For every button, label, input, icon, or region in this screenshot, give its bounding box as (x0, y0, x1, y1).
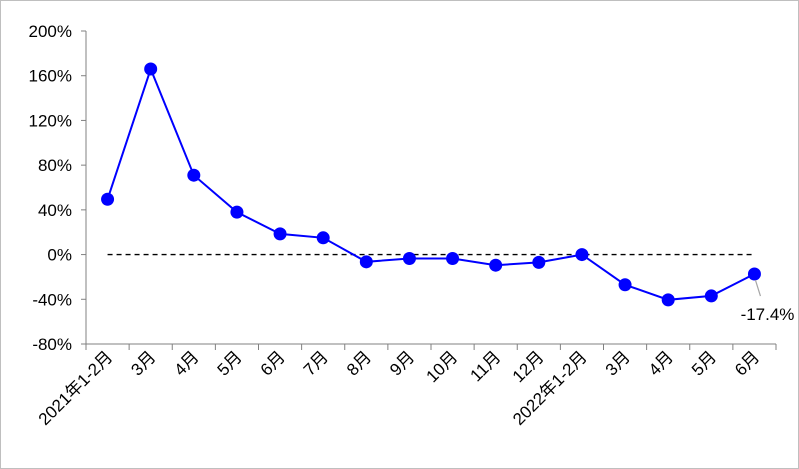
data-point (661, 293, 675, 307)
annotation-leader-line (754, 279, 762, 297)
data-point (489, 258, 503, 272)
y-tick-label: 80% (38, 156, 72, 175)
data-point (402, 251, 416, 265)
data-point (618, 278, 632, 292)
data-point (187, 168, 201, 182)
y-tick-label: 160% (29, 67, 72, 86)
y-tick-label: 120% (29, 111, 72, 130)
x-tick-label: 10月 (423, 347, 462, 386)
data-point (575, 248, 589, 262)
x-tick-label: 2021年1-2月 (35, 347, 117, 429)
y-tick-label: 40% (38, 201, 72, 220)
x-tick-label: 6月 (257, 347, 289, 379)
data-point (747, 267, 761, 281)
series-line (106, 66, 755, 301)
x-tick-label: 5月 (688, 347, 720, 379)
x-tick-label: 7月 (300, 347, 332, 379)
x-tick-label: 9月 (386, 347, 418, 379)
data-point (316, 231, 330, 245)
annotation-label: -17.4% (741, 305, 795, 324)
x-tick-label: 6月 (731, 347, 763, 379)
data-point (532, 255, 546, 269)
y-tick-label: -40% (32, 290, 72, 309)
x-tick-label: 11月 (467, 347, 505, 385)
data-point (273, 227, 287, 241)
data-point (359, 255, 373, 269)
x-tick-label: 5月 (214, 347, 246, 379)
y-tick-label: -80% (32, 335, 72, 354)
y-tick-label: 0% (47, 246, 72, 265)
y-tick-label: 200% (29, 22, 72, 41)
x-tick-label: 3月 (602, 347, 634, 379)
x-tick-label: 12月 (509, 347, 548, 386)
x-tick-label: 3月 (127, 347, 159, 379)
x-tick-label: 4月 (645, 347, 677, 379)
data-point (230, 205, 244, 219)
data-point (704, 289, 718, 303)
data-point (144, 62, 158, 76)
data-point (446, 251, 460, 265)
data-point (101, 192, 115, 206)
x-tick-label: 8月 (343, 347, 375, 379)
x-tick-label: 4月 (170, 347, 202, 379)
